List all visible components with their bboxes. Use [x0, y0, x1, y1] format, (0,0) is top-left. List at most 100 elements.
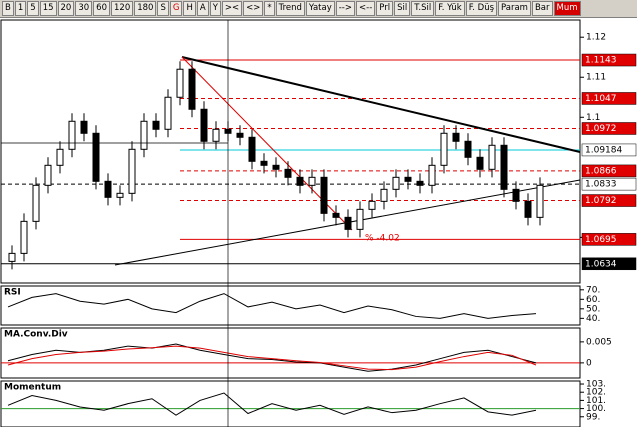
- indicator-line: [7, 345, 537, 371]
- y-tick-label: 1.11: [586, 73, 606, 83]
- price-label-box: [581, 177, 637, 191]
- candle-body: [80, 120, 88, 134]
- y-tick-label: 0: [586, 358, 592, 368]
- candle-body: [92, 132, 100, 182]
- toolbar-button[interactable]: 180: [134, 1, 157, 16]
- candle-body: [104, 180, 112, 198]
- toolbar-button[interactable]: Trend: [275, 1, 305, 16]
- candle-body: [524, 200, 532, 218]
- candle-body: [464, 140, 472, 158]
- indicator-line: [7, 392, 537, 416]
- y-tick-label: 40.: [586, 314, 600, 324]
- toolbar-button[interactable]: Sil: [394, 1, 411, 16]
- price-label-box: [581, 194, 637, 207]
- toolbar-button[interactable]: <>: [243, 1, 264, 16]
- price-label: 1.0866: [585, 166, 617, 176]
- candle-body: [380, 188, 388, 202]
- price-label: 1.0833: [585, 180, 617, 190]
- price-label-box: [581, 92, 637, 105]
- y-tick-label: 50.: [586, 304, 600, 314]
- indicator-line: [7, 293, 537, 319]
- candle-body: [452, 132, 460, 142]
- toolbar-button[interactable]: Prl: [376, 1, 394, 16]
- candle-body: [356, 208, 364, 230]
- toolbar-button[interactable]: 60: [93, 1, 110, 16]
- toolbar-button[interactable]: Param: [498, 1, 531, 16]
- candle-body: [296, 176, 304, 186]
- y-tick-label: 1.1: [586, 113, 600, 123]
- background: [0, 18, 637, 427]
- candle-body: [440, 132, 448, 166]
- toolbar-button[interactable]: 120: [111, 1, 134, 16]
- candle-body: [344, 216, 352, 230]
- y-tick-label: 60.: [586, 295, 600, 305]
- toolbar-button[interactable]: 1: [14, 1, 27, 16]
- candle-body: [152, 120, 160, 130]
- price-label-box: [581, 53, 637, 67]
- annotation: % -4.02: [365, 234, 400, 244]
- candle-body: [404, 176, 412, 182]
- toolbar-button[interactable]: A: [196, 1, 209, 16]
- price-label: 1.09184: [585, 145, 622, 155]
- trend-line: [181, 56, 581, 153]
- candle-body: [200, 108, 208, 142]
- y-tick-label: 1.12: [586, 33, 606, 43]
- price-label: 1.0792: [585, 196, 617, 206]
- y-tick-label: 70.: [586, 285, 600, 295]
- candle-body: [116, 192, 124, 198]
- candle-body: [8, 252, 16, 262]
- toolbar-button[interactable]: Y: [209, 1, 221, 16]
- candle-body: [236, 132, 244, 138]
- toolbar-button[interactable]: ><: [221, 1, 243, 16]
- toolbar: B 1 5 15 20 30 60 120 180 S G H A Y >< <> * Trend Yatay -->…: [0, 0, 637, 18]
- toolbar-button[interactable]: Mum: [553, 1, 581, 16]
- price-label-box: [581, 122, 637, 135]
- candle-body: [428, 164, 436, 186]
- candle-body: [392, 176, 400, 190]
- candle-body: [188, 68, 196, 110]
- price-label: 1.0634: [585, 259, 617, 269]
- toolbar-button[interactable]: S: [157, 1, 169, 16]
- indicator-line: [7, 343, 537, 372]
- candle-body: [44, 164, 52, 186]
- candle-body: [368, 200, 376, 210]
- y-tick-label: 100.: [586, 404, 606, 414]
- toolbar-button[interactable]: T.Sil: [411, 1, 435, 16]
- price-label-box: [581, 143, 637, 157]
- price-label: 1.1047: [585, 94, 617, 104]
- toolbar-button[interactable]: B: [2, 1, 14, 16]
- candle-body: [176, 68, 184, 98]
- price-label-box: [581, 233, 637, 246]
- candle-body: [20, 220, 28, 254]
- toolbar-button[interactable]: <--: [356, 1, 376, 16]
- toolbar-button[interactable]: 15: [39, 1, 57, 16]
- candle-body: [536, 184, 544, 218]
- toolbar-button[interactable]: Yatay: [305, 1, 335, 16]
- candle-body: [500, 144, 508, 190]
- panel-title: RSI: [4, 288, 21, 298]
- toolbar-button[interactable]: F. Düş: [465, 1, 498, 16]
- toolbar-button[interactable]: G: [169, 1, 183, 16]
- toolbar-button[interactable]: Bar: [531, 1, 553, 16]
- candle-body: [476, 156, 484, 170]
- toolbar-button[interactable]: F. Yük: [435, 1, 465, 16]
- candle-body: [140, 120, 148, 150]
- toolbar-button[interactable]: 20: [57, 1, 75, 16]
- toolbar-button[interactable]: 30: [75, 1, 93, 16]
- y-tick-label: 101.: [586, 396, 606, 406]
- candle-body: [416, 180, 424, 186]
- candle-body: [68, 120, 76, 150]
- candle-body: [488, 144, 496, 170]
- toolbar-button[interactable]: 5: [27, 1, 39, 16]
- toolbar-button[interactable]: -->: [335, 1, 355, 16]
- candle-body: [332, 212, 340, 218]
- y-tick-label: 99.: [586, 412, 600, 422]
- toolbar-button[interactable]: H: [183, 1, 196, 16]
- candle-body: [272, 164, 280, 170]
- candle-body: [260, 160, 268, 166]
- chart-area: 1.121.111.11.071.11431.10471.09721.09184…: [0, 18, 637, 427]
- candle-body: [32, 184, 40, 222]
- toolbar-button[interactable]: *: [264, 1, 275, 16]
- y-tick-label: 102.: [586, 388, 606, 398]
